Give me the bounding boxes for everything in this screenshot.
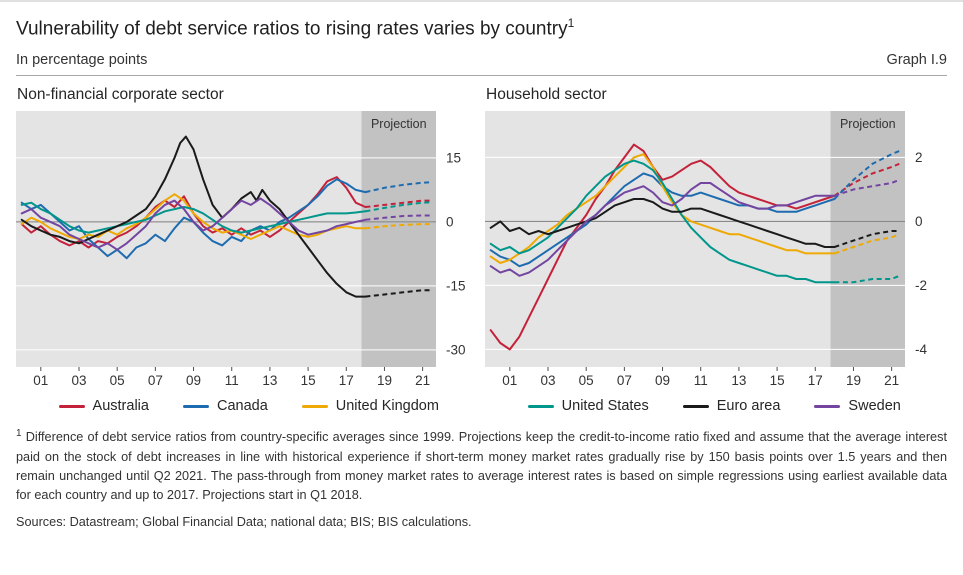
legend-label-canada: Canada <box>216 398 268 415</box>
x-axis-tick-label: 15 <box>770 373 785 388</box>
x-axis-tick-label: 19 <box>846 373 861 388</box>
series-line-united-kingdom <box>489 153 836 265</box>
legend-label-australia: Australia <box>92 398 149 415</box>
x-axis-tick-label: 03 <box>540 373 555 388</box>
x-axis-tick-label: 11 <box>225 373 239 388</box>
x-axis-tick-label: 05 <box>110 373 125 388</box>
y-axis-tick-label: 15 <box>446 151 461 166</box>
units-label: In percentage points <box>16 52 148 69</box>
legend-label-united-kingdom: United Kingdom <box>335 398 439 415</box>
footnote: 1 Difference of debt service ratios from… <box>16 426 947 504</box>
series-line-united-states <box>489 159 836 284</box>
panel-title-household: Household sector <box>486 86 607 104</box>
series-projection-united-kingdom <box>365 223 431 230</box>
legend-label-united-states: United States <box>561 398 649 415</box>
figure-title-text: Vulnerability of debt service ratios to … <box>16 18 568 40</box>
legend-line-swatch-united-kingdom <box>301 404 328 408</box>
x-axis-tick-label: 11 <box>694 373 708 388</box>
x-axis-tick-label: 01 <box>502 373 517 388</box>
series-projection-euro-area <box>834 230 900 249</box>
legend-item-canada: Canada <box>182 398 268 415</box>
x-axis-tick-label: 09 <box>655 373 670 388</box>
y-axis-tick-label: -30 <box>446 343 466 358</box>
footnote-reference: 1 <box>567 16 575 30</box>
subtitle-row: In percentage points Graph I.9 <box>16 52 947 68</box>
corporate-sector-chart: Projection 15 0 -15 -30 01 03 05 07 09 11 13 15 17 19 2… <box>16 111 466 388</box>
legend-line-swatch-euro-area <box>682 404 709 408</box>
series-projection-australia <box>365 199 431 209</box>
x-axis-tick-label: 21 <box>415 373 430 388</box>
sources-line: Sources: Datastream; Global Financial Da… <box>16 514 472 529</box>
legend-line-swatch-australia <box>58 404 85 408</box>
series-projection-sweden <box>365 214 431 222</box>
x-axis-tick-label: 13 <box>262 373 277 388</box>
projection-label: Projection <box>371 117 427 131</box>
x-axis-tick-label: 03 <box>71 373 86 388</box>
legend-item-euro-area: Euro area <box>682 398 781 415</box>
panel-corporate-sector: Non-financial corporate sector Projectio… <box>16 86 478 396</box>
series-projection-euro-area <box>365 289 431 298</box>
series-line-sweden <box>20 197 367 252</box>
series-projection-united-states <box>365 201 431 213</box>
legend-line-swatch-canada <box>182 404 209 408</box>
series-projection-united-kingdom <box>834 233 900 255</box>
household-sector-chart: Projection 2 0 -2 -4 01 03 05 07 09 11 13 15 17 19 21 <box>485 111 927 388</box>
x-axis-tick-label: 07 <box>148 373 163 388</box>
legend-item-united-kingdom: United Kingdom <box>301 398 439 415</box>
legend-group-left: Australia Canada United Kingdom <box>16 398 482 414</box>
legend-line-swatch-united-states <box>527 404 554 408</box>
figure-title: Vulnerability of debt service ratios to … <box>16 16 947 40</box>
x-axis-tick-label: 19 <box>377 373 392 388</box>
legend-label-euro-area: Euro area <box>716 398 781 415</box>
x-axis-tick-label: 01 <box>33 373 48 388</box>
y-axis-tick-label: 2 <box>915 150 923 165</box>
y-axis-tick-label: 0 <box>446 215 454 230</box>
x-axis-tick-label: 13 <box>731 373 746 388</box>
header-divider <box>16 75 947 77</box>
legend-item-australia: Australia <box>58 398 149 415</box>
series-line-sweden <box>489 182 836 278</box>
series-projection-canada <box>833 150 900 201</box>
panel-household-sector: Household sector Projection 2 0 -2 -4 01 03 05 0… <box>485 86 947 396</box>
y-axis-tick-label: -2 <box>915 278 927 293</box>
y-axis-tick-label: -15 <box>446 279 466 294</box>
footnote-marker: 1 <box>16 428 22 440</box>
x-axis-tick-label: 07 <box>617 373 632 388</box>
legend-group-right: United States Euro area Sweden <box>482 398 948 414</box>
series-projection-united-states <box>834 275 900 284</box>
legend-label-sweden: Sweden <box>848 398 901 415</box>
graph-number-label: Graph I.9 <box>886 52 947 69</box>
y-axis-tick-label: -4 <box>915 342 927 357</box>
projection-band <box>361 111 436 368</box>
series-line-euro-area <box>20 135 367 298</box>
projection-label: Projection <box>840 117 896 131</box>
legend: Australia Canada United Kingdom United S… <box>16 398 947 414</box>
footnote-text: Difference of debt service ratios from c… <box>16 430 947 502</box>
series-projection-sweden <box>834 179 900 198</box>
series-projection-australia <box>833 163 900 197</box>
series-line-united-states <box>20 202 367 234</box>
chart-panels: Non-financial corporate sector Projectio… <box>16 86 947 396</box>
x-axis-tick-label: 21 <box>884 373 899 388</box>
projection-band <box>830 111 905 368</box>
x-axis-tick-label: 17 <box>339 373 354 388</box>
panel-title-corporate: Non-financial corporate sector <box>17 86 224 104</box>
legend-item-sweden: Sweden <box>814 398 901 415</box>
x-axis-tick-label: 15 <box>301 373 316 388</box>
legend-line-swatch-sweden <box>814 404 841 408</box>
series-projection-canada <box>365 181 431 194</box>
legend-item-united-states: United States <box>527 398 649 415</box>
x-axis-tick-label: 05 <box>579 373 594 388</box>
y-axis-tick-label: 0 <box>915 214 923 229</box>
x-axis-tick-label: 09 <box>186 373 201 388</box>
series-line-euro-area <box>489 198 836 249</box>
x-axis-tick-label: 17 <box>808 373 823 388</box>
